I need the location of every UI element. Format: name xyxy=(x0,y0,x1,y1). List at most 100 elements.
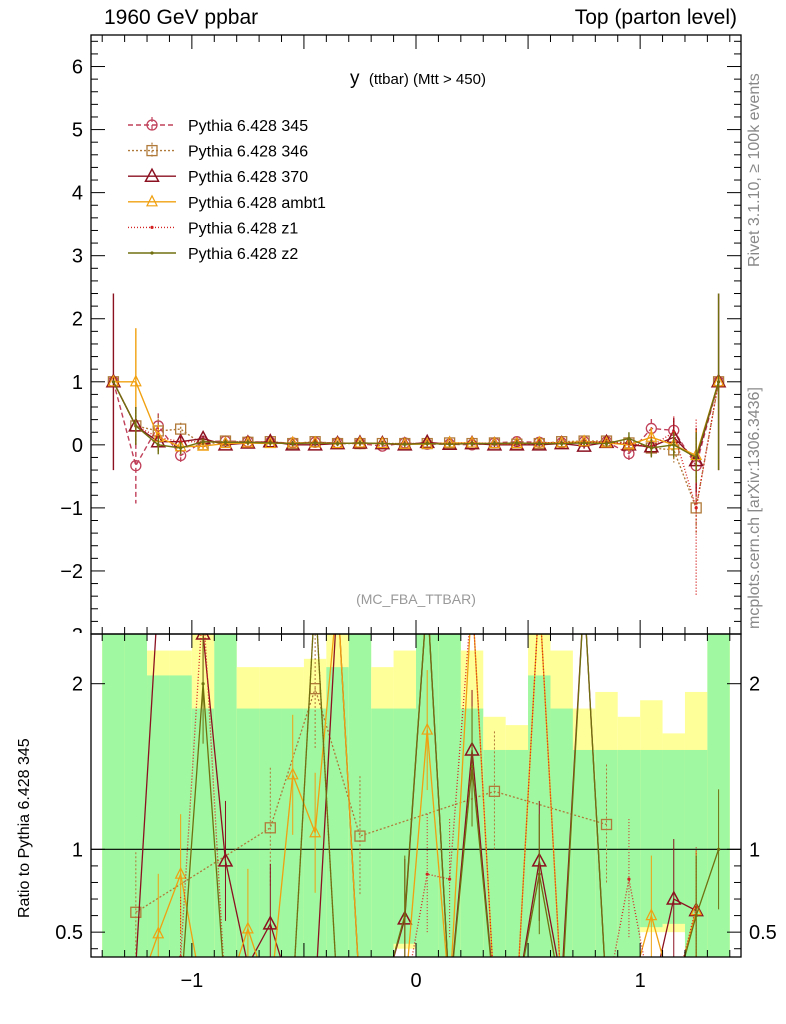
main-marker xyxy=(582,441,586,445)
ratio-marker xyxy=(537,872,541,876)
ratio-band-green xyxy=(371,708,394,957)
ratio-marker xyxy=(217,852,234,867)
ratio-line xyxy=(149,634,697,957)
main-y-tick-label: −2 xyxy=(60,561,83,583)
ratio-band-green xyxy=(416,634,439,957)
main-marker xyxy=(111,380,116,384)
main-marker xyxy=(223,440,228,444)
ratio-y-tick-label: 1 xyxy=(72,839,83,861)
main-y-tick-label: 6 xyxy=(72,57,83,79)
main-marker xyxy=(352,434,368,449)
main-marker xyxy=(492,441,497,446)
legend-label: Pythia 6.428 370 xyxy=(188,169,308,186)
legend-entry-3: Pythia 6.428 ambt1 xyxy=(128,194,326,212)
main-line xyxy=(112,381,720,459)
legend-label: Pythia 6.428 z2 xyxy=(188,246,298,263)
header-left-label: 1960 GeV ppbar xyxy=(104,6,259,29)
main-y-tick-label: 5 xyxy=(72,120,83,142)
ratio-marker xyxy=(241,921,254,934)
legend-label: Pythia 6.428 345 xyxy=(188,118,308,135)
main-marker xyxy=(604,441,609,446)
main-marker xyxy=(156,443,160,447)
main-marker xyxy=(555,435,568,448)
ratio-band-green xyxy=(236,708,260,957)
main-line xyxy=(112,381,720,509)
main-marker xyxy=(694,506,698,510)
ratio-y-tick-label-right: 0.5 xyxy=(749,922,777,944)
main-line xyxy=(112,381,720,468)
main-series-1 xyxy=(107,376,725,534)
ratio-marker xyxy=(448,877,452,881)
main-marker xyxy=(466,435,479,448)
ratio-marker xyxy=(425,872,429,876)
ratio-band-green xyxy=(640,749,663,928)
ratio-marker xyxy=(354,830,366,842)
main-series-group xyxy=(105,293,727,597)
ratio-band-green xyxy=(572,749,596,957)
main-marker xyxy=(134,424,138,428)
main-marker xyxy=(443,435,456,448)
legend-entry-0: Pythia 6.428 345 xyxy=(128,117,308,135)
main-y-tick-label: 1 xyxy=(72,372,83,394)
ratio-marker xyxy=(645,908,658,921)
ratio-marker xyxy=(600,818,613,831)
main-marker xyxy=(353,435,366,448)
main-y-tick-label: 4 xyxy=(72,183,83,205)
main-marker xyxy=(716,380,721,384)
legend-swatch-marker xyxy=(146,194,158,207)
main-marker xyxy=(376,436,389,449)
legend-label: Pythia 6.428 z1 xyxy=(188,220,298,237)
ratio-marker xyxy=(665,890,682,905)
legend-entry-4: Pythia 6.428 z1 xyxy=(128,220,298,237)
main-marker xyxy=(331,436,344,449)
legend-label: Pythia 6.428 346 xyxy=(188,144,308,161)
main-marker xyxy=(425,441,429,446)
main-marker xyxy=(313,441,317,445)
main-marker xyxy=(560,441,564,446)
main-marker xyxy=(358,441,362,445)
axes-group: −2 −1 0 1 2 3 4 5 6 −3 −1 0 1 0.5 0.5 1 1 2 2 xyxy=(55,34,777,992)
main-marker xyxy=(649,446,653,450)
ratio-marker xyxy=(309,825,322,838)
legend-entry-2: Pythia 6.428 370 xyxy=(128,167,308,186)
main-y-tick-label: 3 xyxy=(72,246,83,268)
main-marker xyxy=(380,441,384,446)
ratio-marker xyxy=(716,847,721,851)
analysis-watermark: (MC_FBA_TTBAR) xyxy=(356,591,476,607)
ratio-series-0 xyxy=(130,634,613,957)
ratio-marker xyxy=(264,822,276,834)
ratio-marker xyxy=(286,767,299,780)
ratio-marker xyxy=(694,913,698,918)
main-marker xyxy=(627,436,631,441)
ratio-band-green xyxy=(326,667,349,957)
ratio-marker xyxy=(470,764,474,769)
main-marker xyxy=(291,441,295,446)
ratio-band-green xyxy=(348,634,372,957)
header-right-label: Top (parton level) xyxy=(574,6,737,29)
legend-swatch-marker xyxy=(146,119,158,131)
ratio-uncertainty-bands xyxy=(91,634,741,957)
title-sub: (ttbar) (Mtt > 450) xyxy=(369,71,486,88)
ratio-band-green xyxy=(460,708,484,957)
ratio-marker xyxy=(201,682,205,686)
main-marker xyxy=(201,440,205,444)
main-y-tick-label: −1 xyxy=(60,498,83,520)
main-marker xyxy=(374,435,391,450)
ratio-y-tick-label-right: 2 xyxy=(749,674,760,696)
main-line xyxy=(112,381,720,511)
ratio-marker xyxy=(421,722,434,735)
ratio-x-tick-label: 0 xyxy=(410,970,421,992)
main-marker xyxy=(403,442,407,446)
main-marker xyxy=(335,441,340,446)
ratio-band-green xyxy=(102,634,125,957)
main-marker xyxy=(179,446,183,450)
main-marker xyxy=(515,441,519,445)
ratio-series-2 xyxy=(149,634,703,957)
rivet-version-label: Rivet 3.1.10, ≥ 100k events xyxy=(746,73,763,267)
ratio-band-green xyxy=(214,634,237,957)
ratio-x-tick-label: 1 xyxy=(635,970,646,992)
ratio-y-axis-label: Ratio to Pythia 6.428 345 xyxy=(16,738,33,918)
legend-entry-1: Pythia 6.428 346 xyxy=(128,142,308,161)
ratio-marker xyxy=(262,915,279,930)
